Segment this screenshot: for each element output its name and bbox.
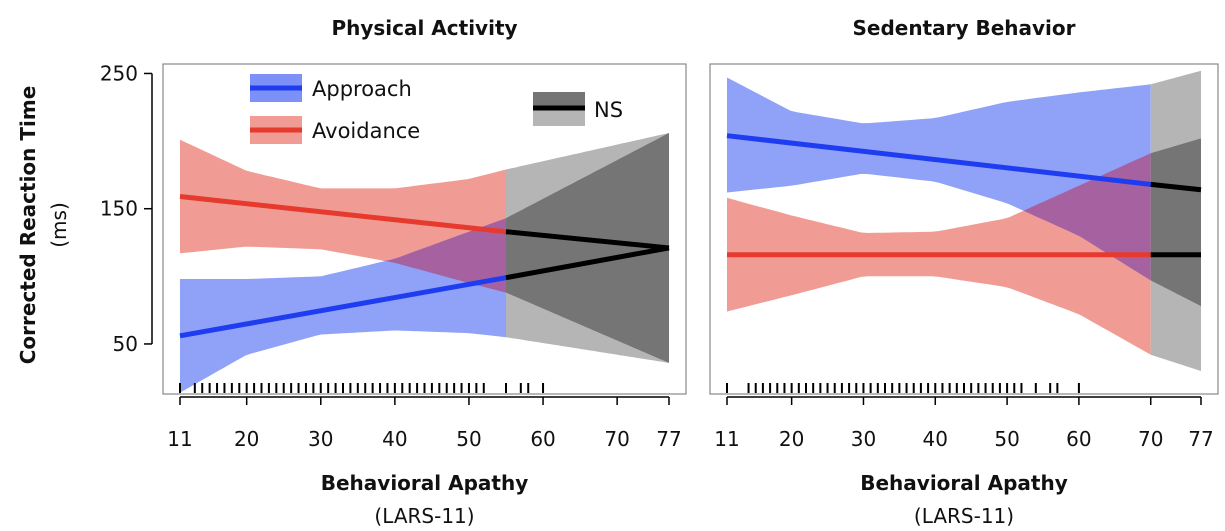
legend-ns-swatch-bottom [533, 108, 585, 126]
avoidance-line [179, 194, 507, 235]
x-tick-label: 50 [456, 427, 481, 451]
ci-overlap-band [727, 153, 1151, 281]
y-tick-label: 150 [100, 197, 138, 221]
x-axis-label: Behavioral Apathy [321, 471, 528, 495]
approach-ns-line [505, 245, 670, 281]
approach-line [726, 133, 1152, 187]
plot-frame [162, 63, 687, 395]
x-tick-label: 20 [779, 427, 804, 451]
ns-ci-overlap-band [1150, 138, 1201, 307]
x-tick-label: 40 [382, 427, 407, 451]
x-tick-label: 60 [530, 427, 555, 451]
y-tick-label: 50 [113, 332, 138, 356]
x-axis-unit: (LARS-11) [374, 504, 474, 528]
x-axis-label: Behavioral Apathy [860, 471, 1067, 495]
panel-title: Sedentary Behavior [852, 16, 1075, 40]
x-tick-label: 40 [923, 427, 948, 451]
plot-frame [709, 63, 1219, 395]
ns-ci-overlap-band [506, 133, 669, 363]
approach-ci-band [727, 77, 1151, 281]
panel-title: Physical Activity [331, 16, 517, 40]
panel-sedentary-behavior: Sedentary Behavior 11 20 30 40 50 60 70 77 Behavi… [709, 16, 1219, 528]
panel-physical-activity: Physical Activity 11 20 30 40 50 60 70 77 Behavio… [100, 16, 687, 528]
x-tick-label: 50 [994, 427, 1019, 451]
legend-avoidance-label: Avoidance [312, 119, 420, 143]
x-tick-label: 70 [1138, 427, 1163, 451]
x-tick-label: 11 [714, 427, 739, 451]
x-tick-label: 70 [604, 427, 629, 451]
legend-approach-label: Approach [312, 77, 412, 101]
x-tick-label: 11 [167, 427, 192, 451]
y-axis-label: Corrected Reaction Time [16, 86, 40, 365]
ci-overlap-band [180, 218, 506, 293]
x-tick-label: 77 [1188, 427, 1213, 451]
x-tick-label: 30 [308, 427, 333, 451]
legend-ns-label: NS [594, 98, 623, 122]
avoidance-ns-line [505, 229, 670, 251]
legend-ns-swatch-top [533, 92, 585, 108]
y-tick-label: 250 [100, 61, 138, 85]
y-axis-unit: (ms) [47, 202, 71, 248]
x-tick-label: 60 [1066, 427, 1091, 451]
x-axis-unit: (LARS-11) [914, 504, 1014, 528]
x-tick-label: 20 [234, 427, 259, 451]
y-axis-title: Corrected Reaction Time (ms) [16, 86, 71, 365]
approach-ns-line [1150, 181, 1202, 193]
x-tick-label: 30 [851, 427, 876, 451]
approach-line [179, 275, 507, 339]
legend: Approach Avoidance NS [250, 74, 623, 144]
x-tick-label: 77 [656, 427, 681, 451]
